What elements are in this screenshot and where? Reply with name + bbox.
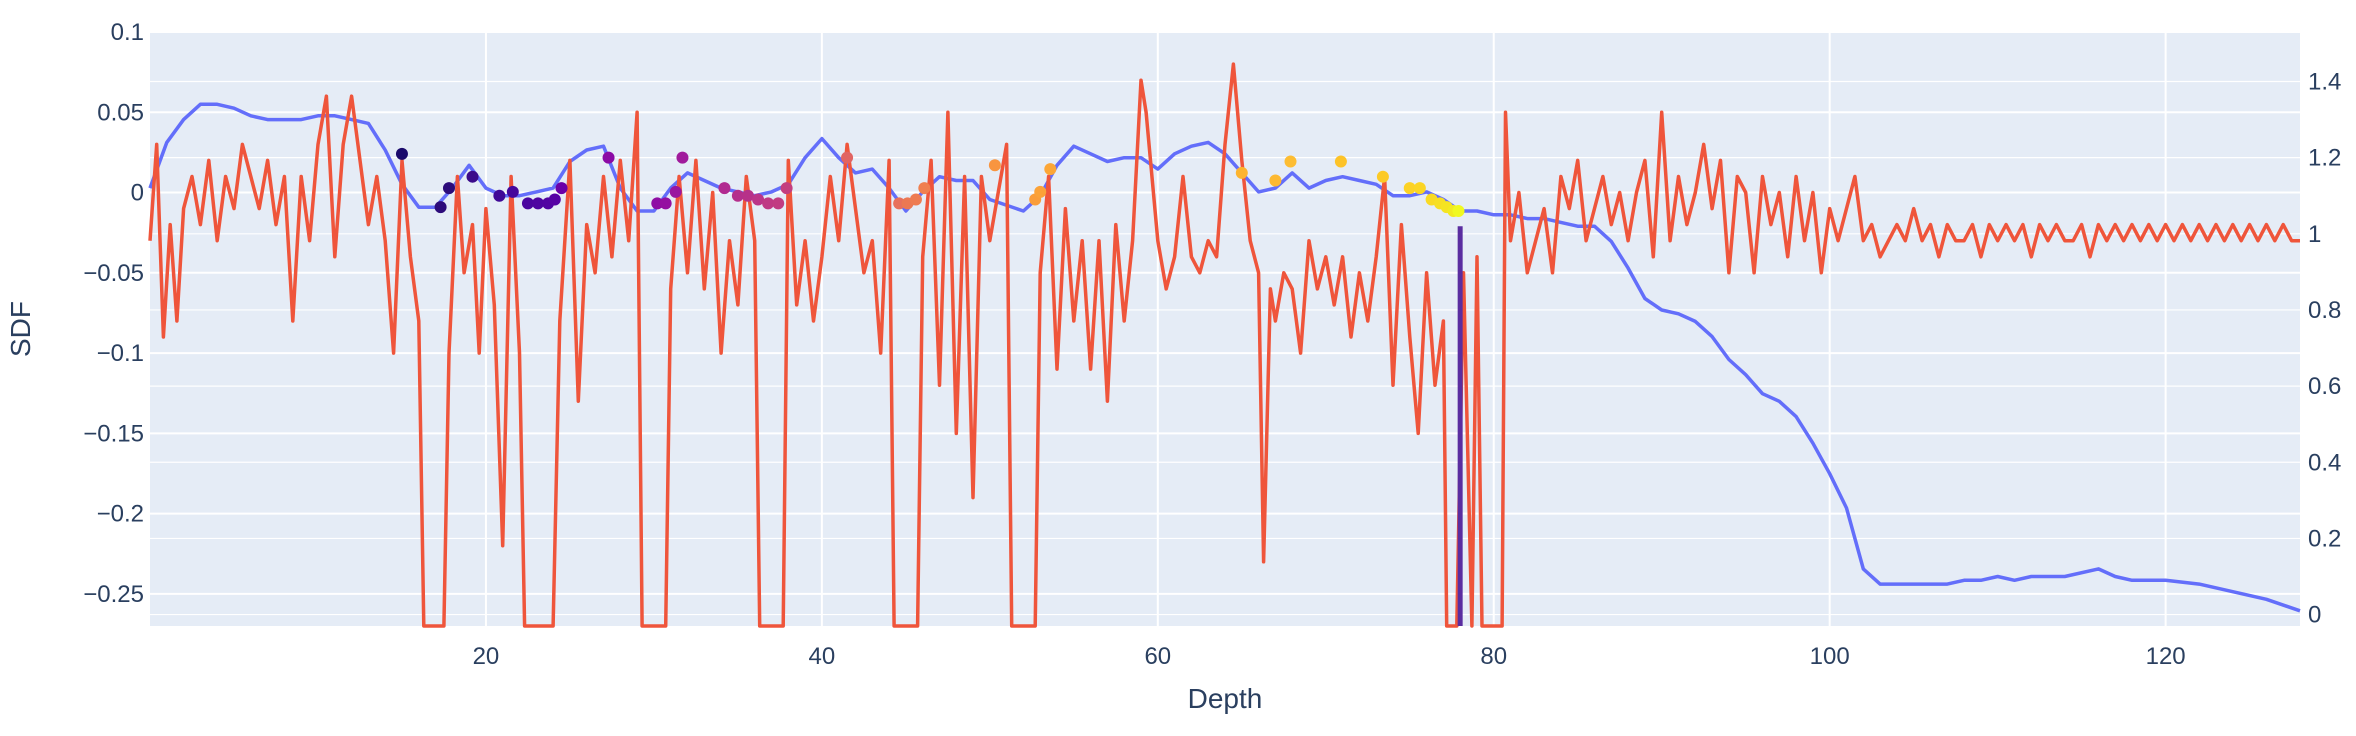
- sample-marker: [676, 151, 689, 164]
- y-tick-label: −0.2: [97, 501, 144, 528]
- sample-marker: [1403, 182, 1416, 195]
- y-tick-label: −0.15: [83, 420, 144, 447]
- sample-marker: [493, 189, 506, 202]
- sample-marker: [395, 147, 408, 160]
- sample-marker: [434, 201, 447, 214]
- sample-marker: [752, 193, 765, 206]
- sample-marker: [893, 197, 906, 210]
- y-tick-label: −0.1: [97, 340, 144, 367]
- x-tick-label: 20: [473, 643, 500, 670]
- y2-tick-label: 1: [2308, 221, 2321, 248]
- x-tick-label: 40: [809, 643, 836, 670]
- y2-tick-label: 0.8: [2308, 297, 2341, 324]
- sample-marker: [772, 197, 785, 210]
- y2-tick-label: 1.2: [2308, 145, 2341, 172]
- sample-marker: [1284, 155, 1297, 168]
- sample-marker: [659, 197, 672, 210]
- sample-marker: [1044, 163, 1057, 176]
- x-tick-label: 60: [1144, 643, 1171, 670]
- sample-marker: [909, 193, 922, 206]
- y-axis-title: SDF: [5, 301, 36, 357]
- sample-marker: [669, 185, 682, 198]
- x-tick-label: 100: [1810, 643, 1850, 670]
- sample-marker: [1269, 174, 1282, 187]
- sample-marker: [741, 189, 754, 202]
- sample-marker: [651, 197, 664, 210]
- sample-marker: [506, 185, 519, 198]
- sample-marker: [762, 197, 775, 210]
- sample-marker: [602, 151, 615, 164]
- y2-tick-label: 0.2: [2308, 525, 2341, 552]
- x-axis-title: Depth: [1188, 683, 1263, 714]
- sample-marker: [988, 159, 1001, 172]
- sample-marker: [731, 189, 744, 202]
- sample-marker: [780, 182, 793, 195]
- y2-tick-label: 0: [2308, 602, 2321, 629]
- sample-marker: [521, 197, 534, 210]
- sample-marker: [1452, 204, 1465, 217]
- weight-series-line: [148, 102, 2301, 613]
- y-tick-label: 0.05: [97, 99, 144, 126]
- plot-area: [150, 32, 2300, 626]
- sample-marker: [718, 182, 731, 195]
- sample-marker: [555, 182, 568, 195]
- sdf-series-line: [148, 62, 2300, 628]
- sample-marker: [1376, 170, 1389, 183]
- sample-marker: [466, 170, 479, 183]
- sample-marker: [1235, 166, 1248, 179]
- y-tick-label: −0.05: [83, 260, 144, 287]
- sample-marker: [548, 193, 561, 206]
- y-tick-label: −0.25: [83, 581, 144, 608]
- y-axis-ticks: 0.1 0.05 0 −0.05 −0.1 −0.15 −0.2 −0.25: [83, 19, 144, 608]
- y-tick-label: 0.1: [111, 19, 144, 46]
- x-tick-label: 80: [1480, 643, 1507, 670]
- sample-marker: [442, 182, 455, 195]
- sample-marker: [1034, 185, 1047, 198]
- sample-marker: [1334, 155, 1347, 168]
- y2-axis-ticks: 0 0.2 0.4 0.6 0.8 1 1.2 1.4: [2308, 69, 2341, 629]
- sample-marker: [918, 182, 931, 195]
- x-tick-label: 120: [2146, 643, 2186, 670]
- y-tick-label: 0: [131, 180, 144, 207]
- sample-marker: [532, 197, 545, 210]
- y2-tick-label: 1.4: [2308, 69, 2341, 96]
- x-axis-ticks: 20 40 60 80 100 120: [473, 643, 2186, 670]
- sample-marker: [1413, 182, 1426, 195]
- y2-tick-label: 0.6: [2308, 373, 2341, 400]
- sample-markers: [395, 147, 1465, 626]
- series-lines: [148, 62, 2301, 628]
- y2-tick-label: 0.4: [2308, 449, 2341, 476]
- sample-marker: [841, 151, 854, 164]
